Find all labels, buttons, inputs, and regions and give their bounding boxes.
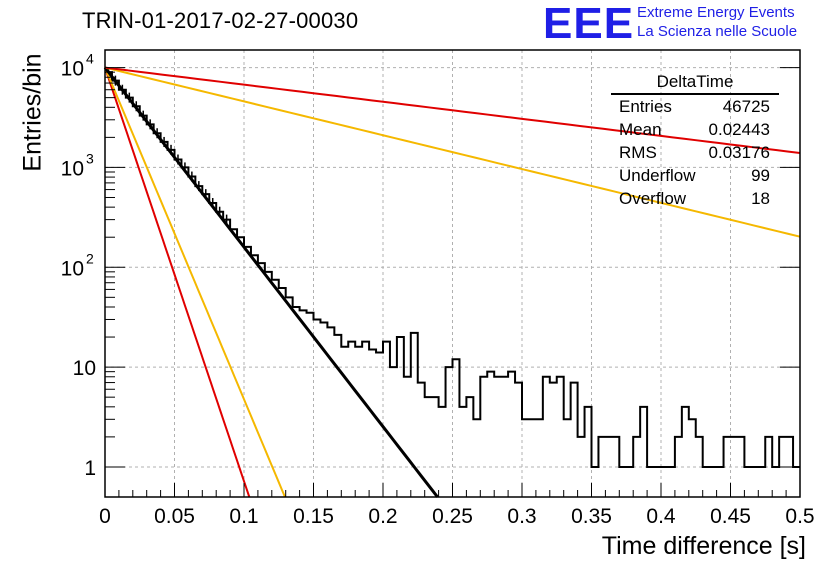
fit-curve	[104, 67, 286, 498]
fit-curve	[104, 66, 801, 154]
x-tick-label: 0.1	[229, 505, 258, 528]
stat-value: 0.02443	[708, 120, 770, 139]
y-tick-exponent: 4	[86, 51, 94, 67]
x-tick-label: 0.4	[646, 505, 676, 528]
x-tick-label: 0.45	[710, 505, 751, 528]
x-tick-label: 0.25	[432, 505, 473, 528]
chart-title: TRIN-01-2017-02-27-00030	[82, 8, 359, 33]
stat-row-underflow: Underflow 99	[611, 164, 779, 187]
stat-label: Underflow	[619, 166, 696, 185]
fit-curve	[104, 67, 251, 498]
stat-value: 46725	[722, 97, 770, 116]
y-axis-label: Entries/bin	[18, 53, 47, 172]
stats-title: DeltaTime	[611, 70, 779, 95]
y-tick-exponent: 2	[86, 250, 94, 266]
stats-box: DeltaTime Entries 46725 Mean 0.02443 RMS…	[611, 70, 779, 210]
stat-row-entries: Entries 46725	[611, 95, 779, 118]
y-tick-label: 10	[61, 157, 84, 180]
stat-label: Entries	[619, 97, 672, 116]
x-tick-label: 0.35	[571, 505, 612, 528]
axis-ticks: 0 0.05 0.1 0.15 0.2 0.25 0.3 0.35 0.4 0.45 0.5 1 10 1…	[61, 51, 815, 528]
stat-value: 0.03176	[708, 143, 770, 162]
x-tick-label: 0.15	[293, 505, 334, 528]
stat-row-overflow: Overflow 18	[611, 187, 779, 210]
x-tick-label: 0.2	[368, 505, 397, 528]
y-tick-label: 10	[61, 257, 84, 280]
y-tick-label: 10	[73, 357, 96, 380]
grid	[105, 50, 800, 497]
stat-row-rms: RMS 0.03176	[611, 141, 779, 164]
fit-curve	[104, 66, 801, 238]
stat-label: RMS	[619, 143, 657, 162]
stat-row-mean: Mean 0.02443	[611, 118, 779, 141]
stat-value: 99	[751, 166, 770, 185]
stat-label: Mean	[619, 120, 662, 139]
x-tick-label: 0.5	[785, 505, 814, 528]
y-tick-label: 10	[61, 58, 84, 81]
x-tick-label: 0.3	[507, 505, 536, 528]
x-axis-label: Time difference [s]	[601, 532, 806, 560]
x-tick-label: 0.05	[154, 505, 195, 528]
x-tick-label: 0	[99, 505, 111, 528]
logo-subtitle-1: Extreme Energy Events	[637, 4, 795, 21]
stat-value: 18	[751, 189, 770, 208]
y-tick-exponent: 3	[86, 150, 94, 166]
logo-subtitle-2: La Scienza nelle Scuole	[637, 23, 798, 40]
stat-label: Overflow	[619, 189, 687, 208]
fit-curve	[103, 66, 439, 498]
eee-logo: EEE	[543, 0, 635, 48]
y-tick-label: 1	[84, 457, 96, 480]
fit-curves	[103, 66, 801, 498]
